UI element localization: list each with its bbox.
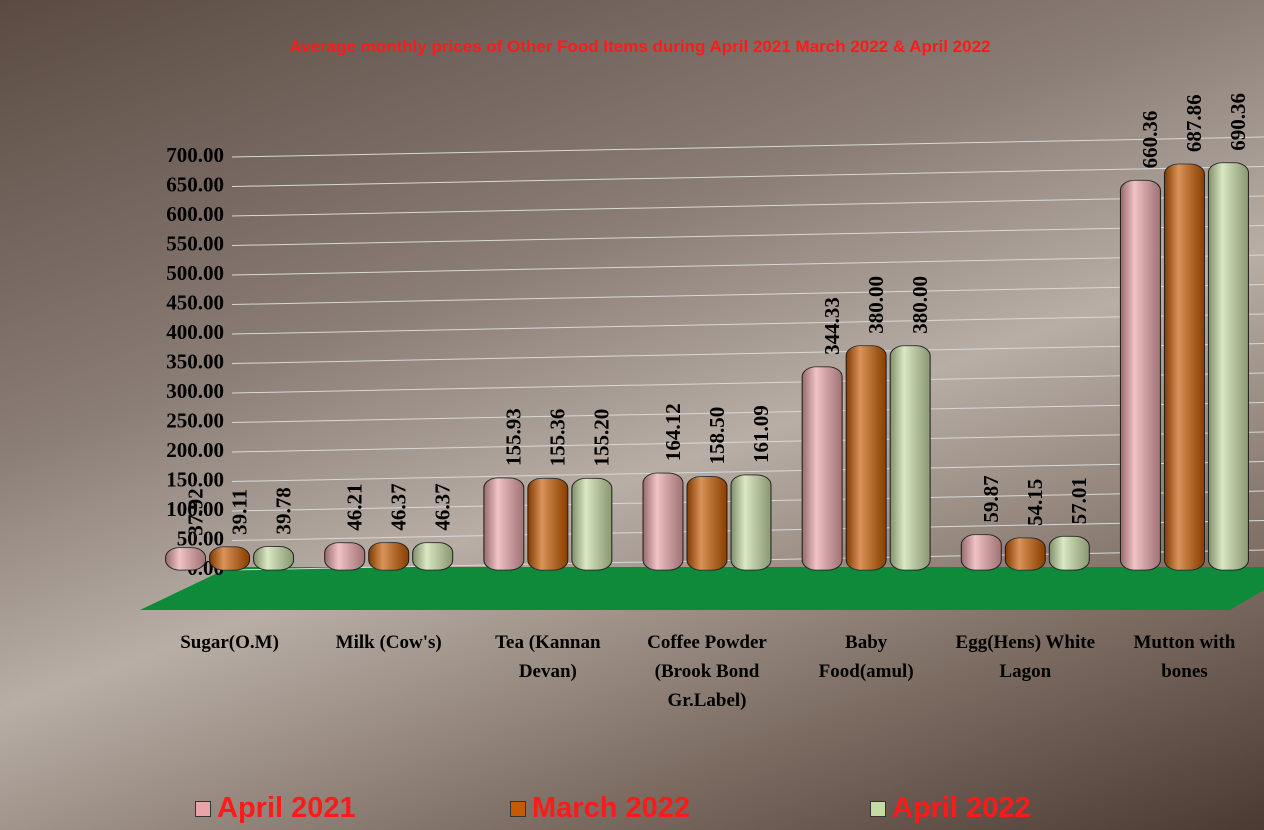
legend-label: April 2021 — [217, 792, 356, 825]
y-tick-label: 300.00 — [166, 379, 224, 403]
bar-shine — [643, 473, 683, 570]
x-tick-label: Coffee Powder (Brook Bond Gr.Label) — [637, 628, 777, 715]
data-label: 46.21 — [343, 483, 367, 530]
bar-shine — [687, 476, 727, 570]
y-tick-label: 450.00 — [166, 290, 224, 314]
data-label: 380.00 — [864, 276, 888, 334]
bar-shine — [572, 478, 612, 570]
bar-shine — [1005, 538, 1045, 570]
y-tick-label: 200.00 — [166, 438, 224, 462]
grid-line — [232, 285, 1264, 305]
data-label: 37.92 — [183, 488, 207, 535]
x-tick-label: Baby Food(amul) — [796, 628, 936, 686]
data-label: 59.87 — [979, 475, 1003, 522]
y-tick-label: 700.00 — [166, 143, 224, 167]
bar-shine — [802, 367, 842, 570]
data-label: 161.09 — [749, 405, 773, 463]
x-tick-label: Tea (Kannan Devan) — [478, 628, 618, 686]
bar-shine — [325, 543, 365, 570]
y-tick-label: 350.00 — [166, 349, 224, 373]
chart: 0.0050.00100.00150.00200.00250.00300.003… — [0, 0, 1264, 830]
y-tick-label: 500.00 — [166, 261, 224, 285]
bar-shine — [1120, 180, 1160, 570]
y-tick-label: 550.00 — [166, 231, 224, 255]
data-label: 660.36 — [1138, 111, 1162, 169]
data-label: 155.20 — [590, 409, 614, 467]
data-label: 155.93 — [502, 408, 526, 466]
grid-line — [232, 255, 1264, 275]
data-label: 344.33 — [820, 297, 844, 355]
y-tick-label: 650.00 — [166, 172, 224, 196]
bar-shine — [1164, 164, 1204, 570]
legend-swatch — [510, 801, 526, 817]
data-label: 155.36 — [546, 409, 570, 467]
data-label: 158.50 — [705, 407, 729, 465]
y-tick-label: 400.00 — [166, 320, 224, 344]
grid-line — [232, 314, 1264, 334]
legend-item: April 2022 — [870, 792, 1031, 825]
data-label: 380.00 — [908, 276, 932, 334]
data-label: 54.15 — [1023, 479, 1047, 526]
bar-shine — [210, 547, 250, 570]
x-tick-label: Mutton with bones — [1114, 628, 1254, 686]
data-label: 39.78 — [271, 487, 295, 534]
legend-label: April 2022 — [892, 792, 1031, 825]
bar-shine — [484, 478, 524, 570]
x-tick-label: Egg(Hens) White Lagon — [955, 628, 1095, 686]
plot-area: 0.0050.00100.00150.00200.00250.00300.003… — [0, 0, 1264, 830]
y-tick-label: 150.00 — [166, 467, 224, 491]
bar-shine — [961, 535, 1001, 570]
x-tick-label: Sugar(O.M) — [160, 628, 300, 657]
grid-line — [232, 196, 1264, 216]
bar-shine — [1208, 163, 1248, 570]
data-label: 164.12 — [661, 403, 685, 461]
bar-shine — [413, 543, 453, 570]
bar-shine — [846, 346, 886, 570]
chart-title: Average monthly prices of Other Food Ite… — [150, 36, 1130, 58]
legend-label: March 2022 — [532, 792, 690, 825]
bar-shine — [369, 543, 409, 570]
x-tick-label: Milk (Cow's) — [319, 628, 459, 657]
bar-shine — [166, 548, 206, 570]
grid-line — [232, 344, 1264, 364]
data-label: 687.86 — [1182, 94, 1206, 152]
y-tick-label: 250.00 — [166, 408, 224, 432]
data-label: 57.01 — [1067, 477, 1091, 524]
bar-shine — [890, 346, 930, 570]
data-label: 690.36 — [1226, 93, 1250, 151]
grid-line — [232, 137, 1264, 157]
data-label: 46.37 — [387, 483, 411, 530]
y-tick-label: 600.00 — [166, 202, 224, 226]
data-label: 39.11 — [227, 489, 251, 535]
bar-shine — [731, 475, 771, 570]
bar-shine — [1049, 536, 1089, 570]
grid-line — [232, 167, 1264, 187]
legend-item: March 2022 — [510, 792, 690, 825]
bar-shine — [528, 478, 568, 570]
floor — [140, 567, 1264, 610]
legend-swatch — [195, 801, 211, 817]
grid-line — [232, 226, 1264, 246]
grid-line — [232, 373, 1264, 393]
legend-swatch — [870, 801, 886, 817]
legend-item: April 2021 — [195, 792, 356, 825]
bar-shine — [254, 547, 294, 570]
data-label: 46.37 — [431, 483, 455, 530]
